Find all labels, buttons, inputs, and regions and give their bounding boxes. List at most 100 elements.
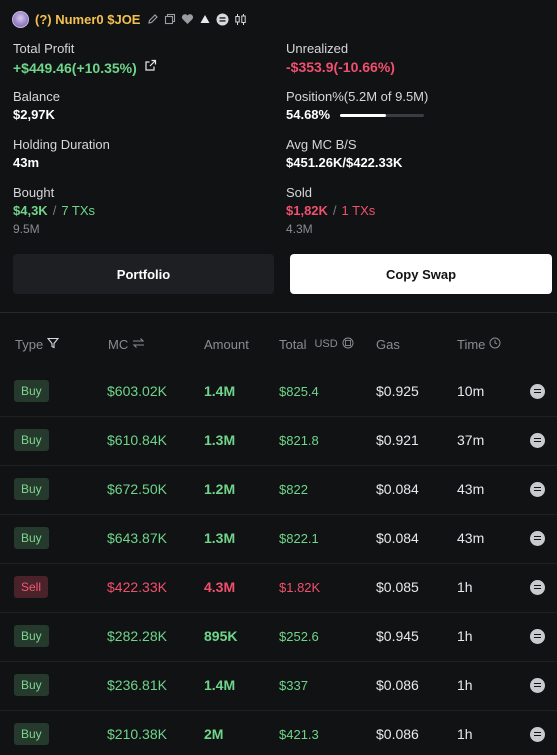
time-cell: 37m: [457, 432, 485, 448]
amount-cell: 4.3M: [204, 579, 236, 595]
filter-icon[interactable]: [47, 337, 60, 352]
token-name[interactable]: (?) Numer0 $JOE: [35, 11, 141, 27]
table-row[interactable]: Buy $610.84K 1.3M $821.8 $0.921 37m: [0, 416, 557, 466]
row-details-icon[interactable]: [530, 726, 545, 742]
table-row[interactable]: Buy $236.81K 1.4M $337 $0.086 1h: [0, 661, 557, 711]
header-mc[interactable]: MC: [108, 334, 145, 354]
copy-swap-button[interactable]: Copy Swap: [290, 254, 552, 294]
sold-label: Sold: [286, 185, 313, 200]
gas-cell: $0.086: [376, 726, 419, 742]
position-row: 54.68%: [286, 107, 428, 123]
total-cell: $821.8: [279, 432, 319, 448]
header-usd-label[interactable]: USD: [314, 338, 338, 350]
warning-triangle-icon[interactable]: [199, 13, 211, 25]
position-stat: Position%(5.2M of 9.5M) 54.68%: [286, 89, 428, 123]
table-row[interactable]: Sell $422.33K 4.3M $1.82K $0.085 1h: [0, 563, 557, 613]
candlestick-icon[interactable]: [234, 13, 247, 26]
bought-amount: $4,3K: [13, 203, 48, 218]
table-row[interactable]: Buy $282.28K 895K $252.6 $0.945 1h: [0, 612, 557, 662]
amount-cell: 1.3M: [204, 530, 236, 546]
amount-cell: 1.2M: [204, 481, 236, 497]
mc-cell: $422.33K: [107, 579, 167, 595]
clock-icon[interactable]: [489, 337, 501, 352]
type-cell: Buy: [14, 710, 49, 755]
total-cell: $1.82K: [279, 579, 321, 595]
type-badge: Buy: [14, 527, 49, 549]
header-gas-label: Gas: [376, 336, 400, 352]
header-amount-label: Amount: [204, 336, 249, 352]
row-menu-cell: [530, 367, 545, 415]
mc-cell: $282.28K: [107, 628, 167, 644]
type-cell: Sell: [14, 563, 49, 611]
type-cell: Buy: [14, 465, 49, 513]
time-cell: 10m: [457, 383, 485, 399]
row-details-icon[interactable]: [530, 432, 545, 448]
currency-toggle-icon[interactable]: [342, 337, 354, 352]
copy-icon[interactable]: [164, 13, 176, 25]
total-cell: $822.1: [279, 530, 319, 546]
row-details-icon[interactable]: [530, 383, 545, 399]
gas-cell: $0.086: [376, 677, 419, 693]
position-value: 54.68%: [286, 107, 331, 122]
balance-stat: Balance $2,97K: [13, 89, 60, 123]
list-circle-icon[interactable]: [216, 13, 229, 26]
unrealized-stat: Unrealized -$353.9(-10.66%): [286, 41, 395, 75]
total-profit-label: Total Profit: [13, 41, 75, 56]
table-row[interactable]: Buy $210.38K 2M $421.3 $0.086 1h: [0, 710, 557, 755]
heart-icon[interactable]: [181, 13, 194, 25]
unrealized-value: -$353.9(-10.66%): [286, 59, 395, 75]
type-cell: Buy: [14, 367, 49, 415]
row-details-icon[interactable]: [530, 530, 545, 546]
gas-cell: $0.084: [376, 530, 419, 546]
row-details-icon[interactable]: [530, 481, 545, 497]
balance-value: $2,97K: [13, 107, 55, 122]
gas-cell: $0.085: [376, 579, 419, 595]
mc-cell: $210.38K: [107, 726, 167, 742]
total-profit-value: +$449.46(+10.35%): [13, 59, 137, 76]
type-cell: Buy: [14, 514, 49, 562]
total-profit-stat: Total Profit +$449.46(+10.35%): [13, 41, 157, 76]
bought-separator: /: [52, 203, 57, 218]
header-amount: Amount: [204, 334, 249, 354]
type-badge: Sell: [14, 576, 49, 598]
header-type-label: Type: [15, 336, 44, 352]
gas-cell: $0.945: [376, 628, 419, 644]
table-row[interactable]: Buy $603.02K 1.4M $825.4 $0.925 10m: [0, 367, 557, 417]
header-gas: Gas: [376, 334, 400, 354]
time-cell: 1h: [457, 628, 473, 644]
total-cell: $421.3: [279, 726, 319, 742]
holding-duration-value: 43m: [13, 155, 40, 170]
avg-mc-stat: Avg MC B/S $451.26K/$422.33K: [286, 137, 402, 171]
gas-cell: $0.921: [376, 432, 419, 448]
row-details-icon[interactable]: [530, 579, 545, 595]
edit-icon[interactable]: [147, 13, 159, 25]
type-badge: Buy: [14, 380, 49, 402]
header-type[interactable]: Type: [15, 334, 60, 354]
divider: [0, 312, 557, 313]
header-total[interactable]: Total USD: [279, 334, 354, 354]
table-row[interactable]: Buy $643.87K 1.3M $822.1 $0.084 43m: [0, 514, 557, 564]
bought-label: Bought: [13, 185, 55, 200]
header-time[interactable]: Time: [457, 334, 501, 354]
total-profit-row: +$449.46(+10.35%): [13, 59, 157, 76]
time-cell: 1h: [457, 726, 473, 742]
type-badge: Buy: [14, 625, 49, 647]
row-details-icon[interactable]: [530, 677, 545, 693]
swap-arrows-icon[interactable]: [132, 337, 145, 352]
external-link-icon[interactable]: [144, 59, 157, 76]
mc-cell: $672.50K: [107, 481, 167, 497]
table-row[interactable]: Buy $672.50K 1.2M $822 $0.084 43m: [0, 465, 557, 515]
row-menu-cell: [530, 710, 545, 755]
row-details-icon[interactable]: [530, 628, 545, 644]
table-header: Type MC Amount Total USD Gas Time: [0, 334, 557, 354]
sold-txs: 1 TXs: [341, 203, 376, 218]
row-menu-cell: [530, 514, 545, 562]
portfolio-button[interactable]: Portfolio: [13, 254, 274, 294]
amount-cell: 1.3M: [204, 432, 236, 448]
sold-row: $1,82K / 1 TXs: [286, 203, 375, 219]
sold-amount: $1,82K: [286, 203, 328, 218]
sold-token-amount: 4.3M: [286, 222, 313, 236]
mc-cell: $610.84K: [107, 432, 167, 448]
position-label: Position%(5.2M of 9.5M): [286, 89, 429, 104]
